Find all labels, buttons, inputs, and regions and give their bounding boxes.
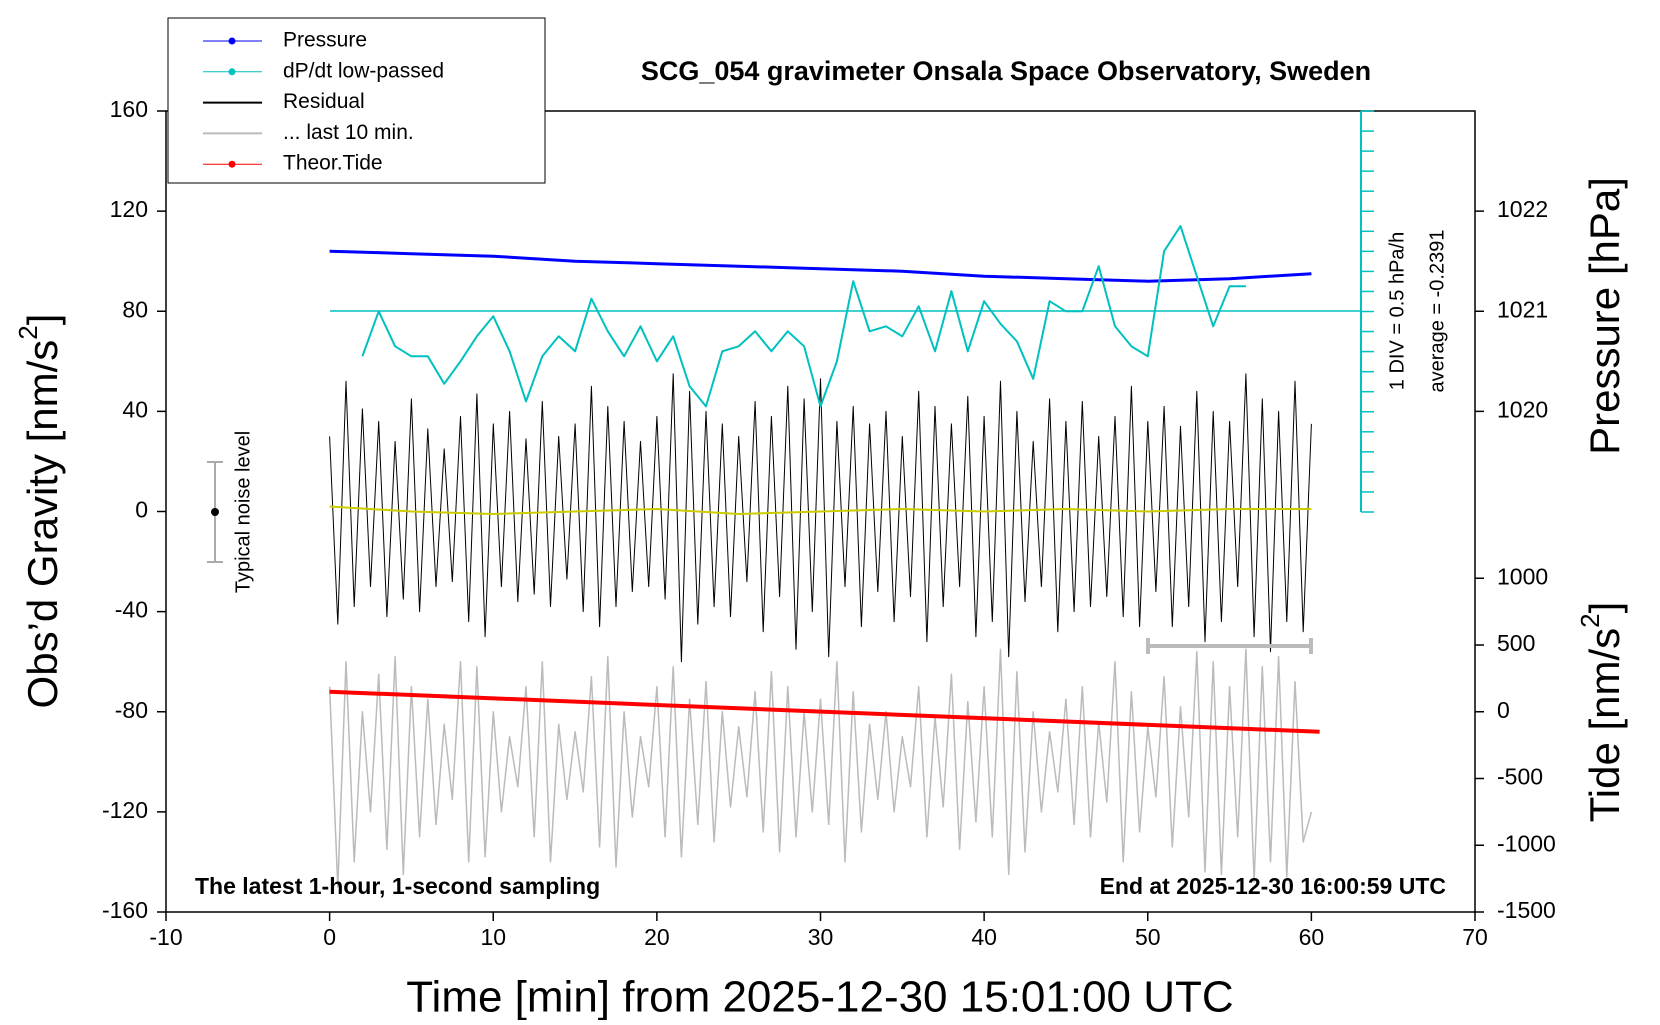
div-label: 1 DIV = 0.5 hPa/h [1386,232,1408,390]
legend: Pressure dP/dt low-passed Residual ... last… [167,17,546,184]
y3-tick-label: 0 [1497,697,1510,723]
y3-tick-label: 1000 [1497,563,1548,589]
y3-tick-label: 500 [1497,630,1535,656]
y3-tick-label: -1000 [1497,830,1556,856]
x-tick-label: 10 [480,924,506,950]
y-tick-label: 0 [135,497,148,523]
legend-box [167,17,546,184]
left-note: The latest 1-hour, 1-second sampling [195,873,600,899]
y3-label-end: ] [1581,602,1628,614]
legend-label: Pressure [283,29,367,52]
right-note: End at 2025-12-30 16:00:59 UTC [1100,873,1446,899]
legend-label: Theor.Tide [283,152,383,175]
y-tick-label: -80 [115,697,148,723]
x-tick-label: 30 [808,924,834,950]
y-tick-label: 120 [110,196,148,222]
y3-axis-label: Tide [nm/s2] [1575,602,1628,823]
y-tick-label: 40 [122,396,148,422]
chart-title: SCG_054 gravimeter Onsala Space Observat… [641,56,1371,86]
rate-scale-ticks [1361,110,1374,513]
series-line [329,373,1312,663]
x-tick-label: 20 [644,924,670,950]
y3-label-sup: 2 [1575,613,1605,627]
noise-bar [207,461,223,563]
y2-tick-label: 1021 [1497,296,1548,322]
y-label-end: ] [19,314,66,326]
series-line [329,689,1320,734]
y-tick-label: -40 [115,597,148,623]
series-line [329,249,1312,283]
y-label-text: Obs’d Gravity [nm/s [19,340,66,709]
plot-area [328,225,1320,888]
noise-label: Typical noise level [232,431,254,593]
x-tick-label: 60 [1299,924,1325,950]
y2-axis-label: Pressure [hPa] [1581,177,1628,455]
y-tick-label: -160 [102,897,148,923]
y3-tick-label: -500 [1497,764,1543,790]
y-tick-label: 80 [122,296,148,322]
series-line [361,225,1246,408]
legend-marker [228,37,236,45]
series-line [328,648,1313,888]
x-tick-label: 40 [971,924,997,950]
legend-label: Residual [283,90,365,113]
x-tick-label: -10 [149,924,182,950]
average-label: average = -0.2391 [1426,230,1448,393]
x-axis-label: Time [min] from 2025-12-30 15:01:00 UTC [406,973,1233,1020]
legend-marker [228,68,236,76]
y3-label-text: Tide [nm/s [1581,628,1628,823]
last-10-min-bar [1146,638,1313,654]
x-tick-label: 50 [1135,924,1161,950]
legend-marker [228,160,236,168]
y-label-sup: 2 [13,325,43,339]
x-tick-label: 0 [323,924,336,950]
legend-label: ... last 10 min. [283,121,414,144]
y-tick-label: -120 [102,797,148,823]
y3-tick-label: -1500 [1497,897,1556,923]
noise-bar-dot [211,508,219,516]
y-axis-label: Obs’d Gravity [nm/s2] [13,314,66,709]
y-tick-label: 160 [110,96,148,122]
legend-label: dP/dt low-passed [283,59,444,82]
series-line [329,505,1312,515]
x-tick-label: 70 [1462,924,1488,950]
y2-tick-label: 1020 [1497,396,1548,422]
y2-tick-label: 1022 [1497,196,1548,222]
